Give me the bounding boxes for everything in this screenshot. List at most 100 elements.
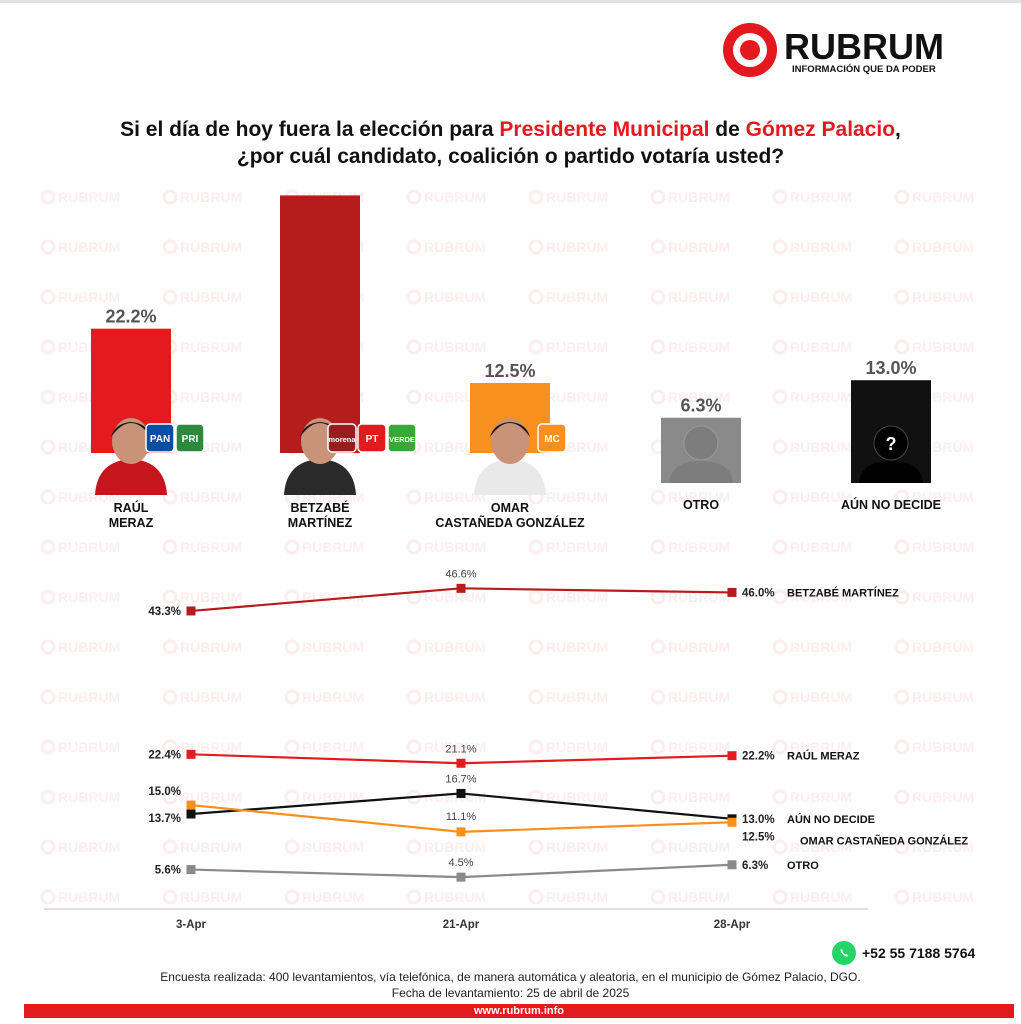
watermark-mark <box>894 839 910 855</box>
website-link[interactable]: www.rubrum.info <box>24 1004 1014 1018</box>
bar-value-label: 13.0% <box>865 358 916 378</box>
watermark-text: RUBRUM <box>58 839 120 855</box>
watermark-mark <box>528 789 544 805</box>
candidate-name-label: OTRO <box>683 498 719 512</box>
watermark-mark <box>162 489 178 505</box>
watermark-mark <box>650 289 666 305</box>
watermark-text: RUBRUM <box>912 839 974 855</box>
watermark-mark <box>406 689 422 705</box>
party-logo-pri-icon <box>175 423 205 453</box>
watermark-text: RUBRUM <box>912 789 974 805</box>
watermark-text: RUBRUM <box>668 739 730 755</box>
watermark-text: RUBRUM <box>302 639 364 655</box>
watermark-text: RUBRUM <box>58 689 120 705</box>
watermark-text: RUBRUM <box>302 689 364 705</box>
watermark-mark <box>284 689 300 705</box>
watermark-mark <box>650 689 666 705</box>
watermark-mark <box>772 789 788 805</box>
watermark-text: RUBRUM <box>424 339 486 355</box>
question-mark-icon: ? <box>886 434 897 454</box>
data-label: 5.6% <box>155 865 181 877</box>
watermark-text: RUBRUM <box>424 189 486 205</box>
data-point <box>186 809 196 819</box>
watermark-text: RUBRUM <box>668 339 730 355</box>
watermark-mark <box>162 689 178 705</box>
watermark-mark <box>162 639 178 655</box>
watermark-mark <box>772 389 788 405</box>
phone-contact[interactable]: +52 55 7188 5764 <box>832 940 975 966</box>
watermark-mark <box>40 489 56 505</box>
watermark-text: RUBRUM <box>180 689 242 705</box>
watermark-mark <box>162 739 178 755</box>
watermark-mark <box>650 539 666 555</box>
watermark-mark <box>894 589 910 605</box>
silhouette-head-icon <box>683 425 719 461</box>
watermark-text: RUBRUM <box>180 339 242 355</box>
watermark-text: RUBRUM <box>912 639 974 655</box>
watermark-text: RUBRUM <box>912 889 974 905</box>
watermark-mark <box>894 239 910 255</box>
title-highlight-office: Presidente Municipal <box>499 118 710 141</box>
watermark-mark <box>528 289 544 305</box>
data-label: 15.0% <box>148 786 181 798</box>
watermark-mark <box>406 889 422 905</box>
data-point <box>456 788 466 798</box>
series-name-label: AÚN NO DECIDE <box>787 813 875 826</box>
watermark-mark <box>162 289 178 305</box>
watermark-mark <box>40 239 56 255</box>
watermark-mark <box>894 489 910 505</box>
candidate-name-label: RAÚL <box>114 500 149 515</box>
data-point <box>727 751 737 761</box>
watermark-text: RUBRUM <box>546 789 608 805</box>
watermark-text: RUBRUM <box>58 889 120 905</box>
watermark-mark <box>650 789 666 805</box>
watermark-mark <box>894 539 910 555</box>
watermark-text: RUBRUM <box>912 689 974 705</box>
watermark-mark <box>406 239 422 255</box>
watermark-mark <box>772 239 788 255</box>
watermark-mark <box>162 589 178 605</box>
bar <box>280 195 360 453</box>
watermark-mark <box>162 189 178 205</box>
data-label: 21.1% <box>445 743 476 755</box>
watermark-mark <box>40 539 56 555</box>
watermark-mark <box>772 689 788 705</box>
title-question: ¿por cuál candidato, coalición o partido… <box>236 145 785 168</box>
data-label: 13.0% <box>742 814 775 826</box>
data-point <box>456 872 466 882</box>
candidate-hair-icon <box>490 422 530 437</box>
watermark-text: RUBRUM <box>790 389 852 405</box>
watermark-mark <box>650 239 666 255</box>
party-logo-text: MC <box>544 434 560 445</box>
watermark-mark <box>894 889 910 905</box>
watermark-mark <box>284 789 300 805</box>
watermark-text: RUBRUM <box>790 239 852 255</box>
watermark-text: RUBRUM <box>790 889 852 905</box>
candidate-body-icon <box>284 459 356 495</box>
bar-value-label: 46.0% <box>294 190 345 193</box>
series-name-label: BETZABÉ MARTÍNEZ <box>787 586 899 599</box>
watermark-text: RUBRUM <box>58 289 120 305</box>
watermark-text: RUBRUM <box>546 389 608 405</box>
watermark-mark <box>772 539 788 555</box>
watermark-mark <box>528 889 544 905</box>
watermark-mark <box>406 539 422 555</box>
watermark-mark <box>650 339 666 355</box>
data-point <box>186 865 196 875</box>
line-chart: 3-Apr 21-Apr 28-Apr 43.3% 46.6% 46.0% BETZABÉ … <box>44 568 968 931</box>
watermark-text: RUBRUM <box>58 739 120 755</box>
watermark-mark <box>162 239 178 255</box>
watermark-mark <box>406 339 422 355</box>
watermark-mark <box>528 589 544 605</box>
watermark-text: RUBRUM <box>668 489 730 505</box>
watermark-text: RUBRUM <box>58 239 120 255</box>
title-highlight-city: Gómez Palacio <box>745 118 896 141</box>
watermark-text: RUBRUM <box>912 189 974 205</box>
watermark-text: RUBRUM <box>424 839 486 855</box>
watermark-text: RUBRUM <box>424 489 486 505</box>
watermark-text: RUBRUM <box>424 689 486 705</box>
data-label: 22.4% <box>148 749 181 761</box>
watermark-text: RUBRUM <box>912 539 974 555</box>
watermark-text: RUBRUM <box>668 839 730 855</box>
